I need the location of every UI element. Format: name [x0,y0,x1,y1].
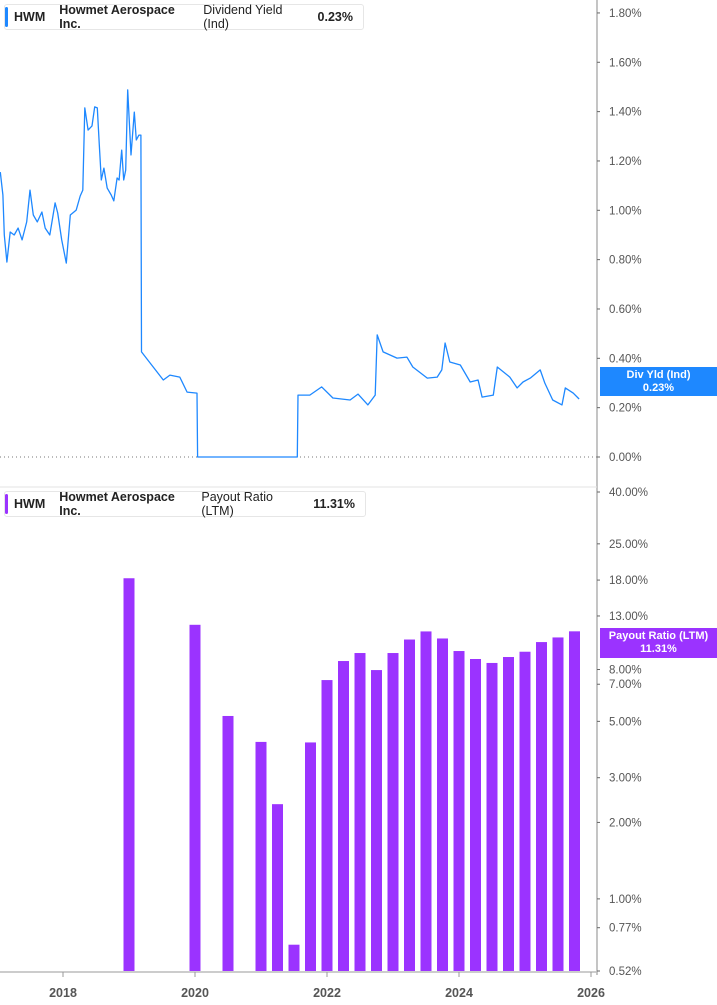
y-tick-label: 1.20% [609,156,642,168]
payout-ratio-bar [255,741,267,971]
payout-ratio-bar [503,657,514,971]
legend-company: Howmet Aerospace Inc. [59,490,175,518]
legend-company: Howmet Aerospace Inc. [59,3,175,31]
y-tick-label: 0.40% [609,353,642,365]
y-tick-label: 2.00% [609,817,642,829]
y-tick-label: 13.00% [609,611,648,623]
payout-ratio-bar [189,624,201,971]
legend-ticker: HWM [14,497,46,511]
legend-metric: Payout Ratio (LTM) [201,490,273,518]
payout-ratio-bar [272,804,283,971]
payout-ratio-bar [486,662,498,971]
y-tick-label: 1.00% [609,205,642,217]
x-tick-label: 2020 [181,986,209,1000]
x-tick-label: 2018 [49,986,77,1000]
payout-ratio-bar [453,651,465,971]
payout-ratio-bar [222,715,234,971]
payout-ratio-value-tag: Payout Ratio (LTM) 11.31% [600,628,717,658]
legend-value: 0.23% [317,10,353,24]
tag-label: Payout Ratio (LTM) [608,630,709,642]
payout-ratio-bar [470,659,481,971]
payout-ratio-bar [552,637,564,971]
y-tick-label: 5.00% [609,716,642,728]
y-tick-label: 0.20% [609,403,642,415]
y-tick-label: 40.00% [609,487,648,499]
y-tick-label: 0.52% [609,966,642,978]
payout-ratio-bar [519,651,531,971]
y-tick-label: 18.00% [609,575,648,587]
payout-ratio-bar [404,639,415,971]
dividend-yield-value-tag: Div Yld (Ind) 0.23% [600,367,717,396]
y-tick-label: 0.00% [609,452,642,464]
payout-ratio-bar [569,631,580,971]
x-tick-label: 2024 [445,986,473,1000]
y-tick-label: 1.80% [609,8,642,20]
payout-ratio-bar [338,661,349,971]
payout-ratio-bar [354,653,366,971]
legend-value: 11.31% [313,497,355,511]
payout-ratio-bar [288,944,300,971]
y-tick-label: 3.00% [609,773,642,785]
payout-ratio-bar [437,638,448,971]
payout-ratio-bar [123,578,135,971]
y-tick-label: 1.00% [609,894,642,906]
y-tick-label: 0.60% [609,304,642,316]
y-tick-label: 0.80% [609,255,642,267]
y-tick-label: 1.60% [609,57,642,69]
payout-ratio-bar [321,680,333,971]
tag-value: 11.31% [640,643,677,655]
payout-ratio-bar [536,642,547,971]
y-tick-label: 1.40% [609,107,642,119]
legend-ticker: HWM [14,10,46,24]
dividend-yield-line [0,89,580,458]
dividend-yield-legend: HWM Howmet Aerospace Inc. Dividend Yield… [4,3,364,31]
series-color-marker [5,7,8,27]
y-tick-label: 0.77% [609,923,642,935]
series-color-marker [5,494,8,514]
tag-value: 0.23% [642,382,675,394]
payout-ratio-bar [387,653,399,971]
payout-ratio-bar [371,670,382,971]
x-tick-label: 2022 [313,986,341,1000]
y-tick-label: 8.00% [609,665,642,677]
y-tick-label: 25.00% [609,539,648,551]
legend-metric: Dividend Yield (Ind) [203,3,283,31]
payout-ratio-bar [420,631,432,971]
x-tick-label: 2026 [577,986,605,1000]
payout-ratio-legend: HWM Howmet Aerospace Inc. Payout Ratio (… [4,490,366,518]
y-tick-label: 7.00% [609,679,642,691]
tag-label: Div Yld (Ind) [626,369,691,381]
payout-ratio-bar [305,742,316,971]
